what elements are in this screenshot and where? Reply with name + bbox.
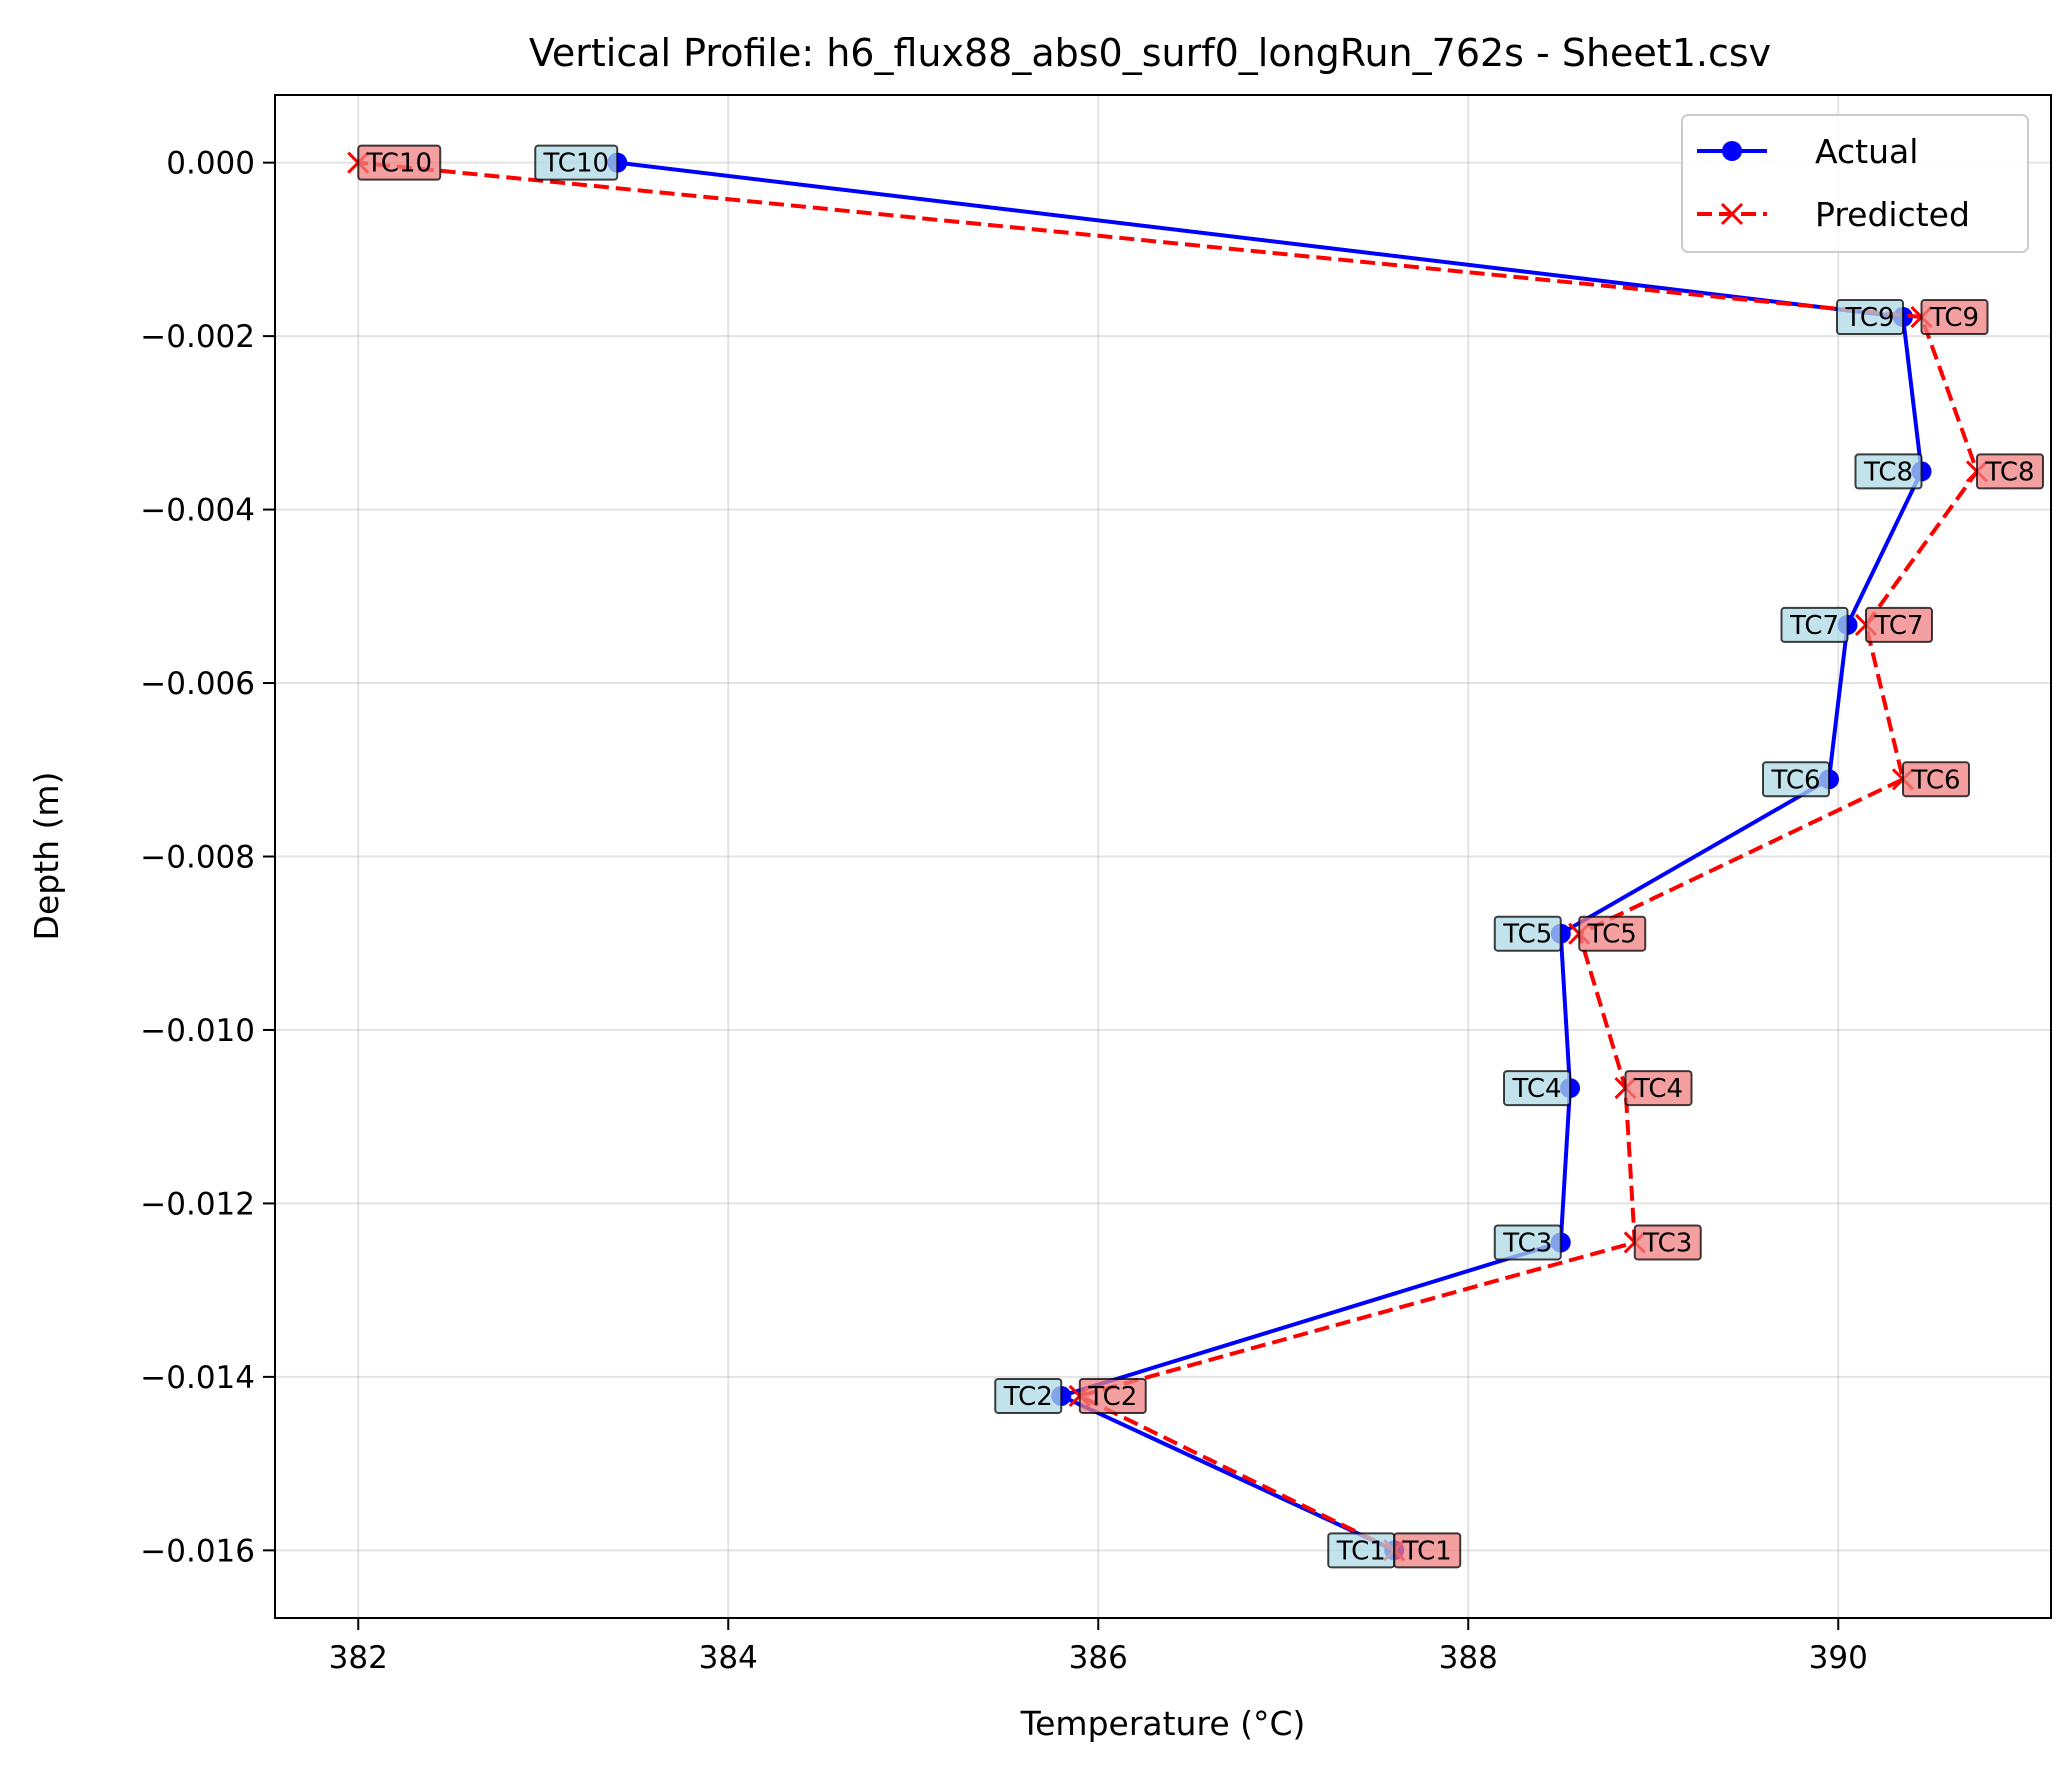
label-text: TC1 [1336, 1536, 1386, 1566]
axis-ticks: 382 384 386 388 390 0.000 −0.002 −0.004 −0.006 −0… [140, 146, 1868, 1676]
label-text: TC3 [1502, 1228, 1552, 1258]
label-text: TC6 [1770, 765, 1820, 795]
label-text: TC5 [1587, 920, 1637, 950]
predicted-label-tc9: TC9 [1920, 299, 1989, 336]
label-box [1976, 453, 2044, 490]
label-text: TC7 [1873, 611, 1923, 641]
legend-entry-predicted: Predicted [1697, 195, 1970, 234]
label-text: TC10 [365, 149, 432, 179]
label-text: TC4 [1633, 1074, 1683, 1104]
predicted-label-tc1: TC1 [1393, 1532, 1462, 1569]
label-box [1078, 1377, 1147, 1414]
label-text: TC2 [1003, 1382, 1053, 1412]
predicted-series-line [358, 160, 1979, 1553]
actual-label-tc9: TC9 [1836, 299, 1904, 336]
y-tick-label: −0.006 [140, 666, 255, 702]
label-box [1836, 299, 1904, 336]
label-box [1393, 1532, 1462, 1569]
y-tick-label: −0.002 [140, 319, 255, 355]
predicted-label-tc4: TC4 [1624, 1070, 1693, 1107]
legend-label: Predicted [1815, 195, 1970, 234]
predicted-label-tc3: TC3 [1633, 1224, 1702, 1261]
actual-label-tc10: TC10 [534, 144, 619, 181]
legend-entry-actual: Actual [1697, 132, 1918, 171]
label-box [1902, 761, 1970, 798]
label-text: TC1 [1402, 1536, 1452, 1566]
legend: Actual Predicted [1681, 114, 2029, 253]
label-box [1865, 606, 1933, 643]
label-box [357, 144, 442, 181]
label-text: TC6 [1910, 765, 1960, 795]
actual-label-tc2: TC2 [994, 1377, 1063, 1414]
y-tick-label: 0.000 [166, 146, 255, 182]
y-tick-label: −0.014 [140, 1360, 255, 1396]
predicted-label-tc6: TC6 [1902, 761, 1970, 798]
x-tick-label: 390 [1809, 1640, 1868, 1676]
predicted-label-tc2: TC2 [1078, 1377, 1147, 1414]
label-text: TC5 [1502, 920, 1552, 950]
actual-series-line [617, 160, 1924, 1553]
y-tick-label: −0.012 [140, 1186, 255, 1222]
x-tick-label: 382 [329, 1640, 388, 1676]
legend-marker [1720, 202, 1744, 226]
label-box [534, 144, 619, 181]
label-text: TC3 [1642, 1228, 1692, 1258]
label-box [1633, 1224, 1702, 1261]
x-marker-stroke [1720, 202, 1744, 226]
x-tick-label: 386 [1069, 1640, 1128, 1676]
actual-label-tc3: TC3 [1493, 1224, 1562, 1261]
predicted-label-tc7: TC7 [1865, 606, 1933, 643]
label-text: TC4 [1511, 1074, 1561, 1104]
predicted-label-tc8: TC8 [1976, 453, 2044, 490]
legend-label: Actual [1815, 132, 1918, 171]
actual-label-tc6: TC6 [1762, 761, 1830, 798]
label-text: TC8 [1984, 457, 2034, 487]
label-box [1493, 1224, 1562, 1261]
actual-label-tc7: TC7 [1780, 606, 1849, 643]
legend-frame [1681, 114, 2029, 253]
y-axis-label: Depth (m) [27, 772, 66, 941]
actual-label-tc4: TC4 [1503, 1070, 1571, 1107]
y-tick-label: −0.016 [140, 1533, 255, 1569]
label-box [1920, 299, 1989, 336]
label-box [1493, 915, 1562, 952]
label-box [994, 1377, 1063, 1414]
legend-marker [1722, 141, 1742, 161]
label-text: TC9 [1844, 303, 1894, 333]
label-text: TC10 [542, 149, 609, 179]
y-tick-label: −0.004 [140, 493, 255, 529]
label-box [1762, 761, 1830, 798]
label-box [1503, 1070, 1571, 1107]
predicted-label-tc10: TC10 [357, 144, 442, 181]
chart-title: Vertical Profile: h6_flux88_abs0_surf0_l… [529, 31, 1771, 75]
x-tick-label: 384 [699, 1640, 758, 1676]
actual-label-tc1: TC1 [1327, 1532, 1396, 1569]
label-box [1578, 915, 1647, 952]
x-tick-label: 388 [1439, 1640, 1498, 1676]
actual-label-tc5: TC5 [1493, 915, 1562, 952]
label-text: TC7 [1789, 611, 1839, 641]
y-tick-label: −0.008 [140, 840, 255, 876]
y-tick-label: −0.010 [140, 1013, 255, 1049]
label-text: TC9 [1929, 303, 1979, 333]
label-text: TC8 [1863, 457, 1913, 487]
actual-label-tc8: TC8 [1854, 453, 1923, 490]
label-box [1624, 1070, 1693, 1107]
label-box [1854, 453, 1923, 490]
point-labels: TC1 TC2 TC3 TC4 TC5 TC6 TC7 TC8 TC9 TC10 TC1 TC2 TC3… [357, 144, 2044, 1569]
label-text: TC2 [1087, 1382, 1137, 1412]
label-box [1780, 606, 1849, 643]
x-axis-label: Temperature (°C) [1020, 1704, 1306, 1743]
predicted-label-tc5: TC5 [1578, 915, 1647, 952]
